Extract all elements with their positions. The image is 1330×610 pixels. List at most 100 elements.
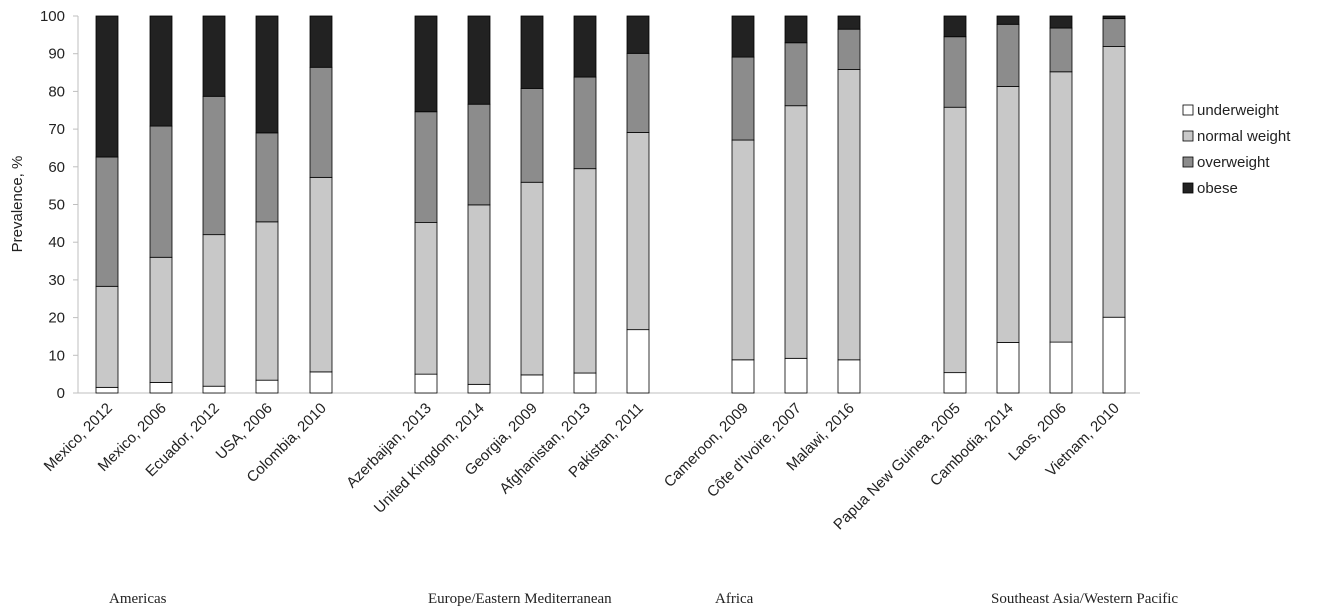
bar-segment-obese [573,15,597,78]
bar-segment-overweight [414,111,438,223]
bar-segment-obese [149,15,173,127]
bar-segment-overweight [149,125,173,258]
bar-united-kingdom-2014 [467,15,491,394]
region-label-americas: Americas [109,591,167,607]
x-tick-label: Côte d’Ivoire, 2007 [704,400,805,501]
bar-ecuador-2012 [202,15,226,394]
bar-azerbaijan-2013 [414,15,438,394]
bar-segment-underweight [414,373,438,394]
bar-segment-obese [255,15,279,134]
bar-segment-obese [1102,15,1126,20]
bar-segment-underweight [95,386,119,394]
bar-segment-underweight [784,357,808,394]
bar-segment-normal-weight [996,86,1020,343]
bar-segment-normal-weight [626,132,650,331]
bar-segment-underweight [467,383,491,394]
y-tick-label: 10 [48,347,65,364]
bar-segment-obese [520,15,544,89]
bar-segment-obese [467,15,491,105]
bar-segment-underweight [1102,316,1126,394]
bar-papua-new-guinea-2005 [943,15,967,394]
region-label-southeast-asia-western-pacific: Southeast Asia/Western Pacific [991,591,1178,607]
legend-item-normal-weight: normal weight [1182,128,1291,145]
bar-segment-underweight [837,359,861,394]
bars [95,15,1126,394]
bar-cambodia-2014 [996,15,1020,394]
y-tick-label: 0 [57,385,65,402]
bar-segment-overweight [996,23,1020,87]
y-tick-label: 100 [40,8,65,25]
bar-segment-underweight [309,371,333,394]
bar-segment-overweight [95,156,119,287]
bar-segment-obese [943,15,967,38]
legend: underweight normal weight overweight obese [1182,102,1291,197]
bar-segment-underweight [943,372,967,394]
y-tick-label: 20 [48,310,65,327]
bar-segment-normal-weight [414,222,438,375]
bar-segment-normal-weight [573,168,597,374]
bar-segment-normal-weight [520,181,544,376]
bar-usa-2006 [255,15,279,394]
bar-laos-2006 [1049,15,1073,394]
bar-segment-normal-weight [943,106,967,374]
y-tick-label: 40 [48,234,65,251]
y-tick-label: 50 [48,197,65,214]
bar-vietnam-2010 [1102,15,1126,394]
legend-swatch [1182,182,1194,194]
y-axis-label: Prevalence, % [9,156,26,253]
bar-segment-normal-weight [95,285,119,388]
legend-item-obese: obese [1182,180,1238,197]
bar-segment-overweight [467,103,491,206]
legend-label: underweight [1197,102,1280,119]
y-tick-label: 70 [48,121,65,138]
bar-segment-normal-weight [202,234,226,387]
bar-segment-obese [731,15,755,58]
bar-segment-normal-weight [467,204,491,385]
bar-segment-overweight [626,52,650,133]
bar-segment-overweight [573,76,597,170]
bar-segment-normal-weight [1049,71,1073,343]
bar-segment-normal-weight [731,139,755,361]
bar-segment-overweight [1102,18,1126,47]
legend-swatch [1182,104,1194,116]
legend-label: obese [1197,180,1238,197]
bar-segment-underweight [996,342,1020,394]
bar-georgia-2009 [520,15,544,394]
y-tick-label: 90 [48,46,65,63]
legend-label: normal weight [1197,128,1291,145]
bar-segment-obese [784,15,808,44]
region-labels: Americas Europe/Eastern Mediterranean Afri… [109,591,1178,607]
bar-cameroon-2009 [731,15,755,394]
bar-segment-underweight [731,359,755,394]
bar-segment-normal-weight [784,105,808,359]
bar-segment-obese [626,15,650,54]
legend-swatch [1182,156,1194,168]
bar-segment-overweight [255,132,279,223]
bar-segment-obese [837,15,861,30]
bar-segment-overweight [202,95,226,236]
legend-item-underweight: underweight [1182,102,1280,119]
region-label-africa: Africa [715,591,754,607]
bar-segment-overweight [520,87,544,183]
bar-malawi-2016 [837,15,861,394]
bar-colombia-2010 [309,15,333,394]
y-tick-label: 60 [48,159,65,176]
bar-mexico-2006 [149,15,173,394]
bar-segment-obese [996,15,1020,25]
bar-segment-underweight [149,382,173,394]
bar-segment-underweight [626,329,650,394]
bar-segment-overweight [309,66,333,178]
bar-segment-underweight [1049,341,1073,394]
bar-segment-overweight [731,56,755,141]
bar-co-te-d-ivoire-2007 [784,15,808,394]
axes: 0 10 20 30 40 50 60 70 80 90 100 [40,8,1140,402]
bar-segment-underweight [520,374,544,394]
x-tick-label: Afghanistan, 2013 [496,400,594,498]
bar-pakistan-2011 [626,15,650,394]
y-tick-label: 80 [48,83,65,100]
bar-segment-normal-weight [1102,46,1126,318]
bar-segment-obese [1049,15,1073,29]
bar-segment-underweight [255,379,279,394]
